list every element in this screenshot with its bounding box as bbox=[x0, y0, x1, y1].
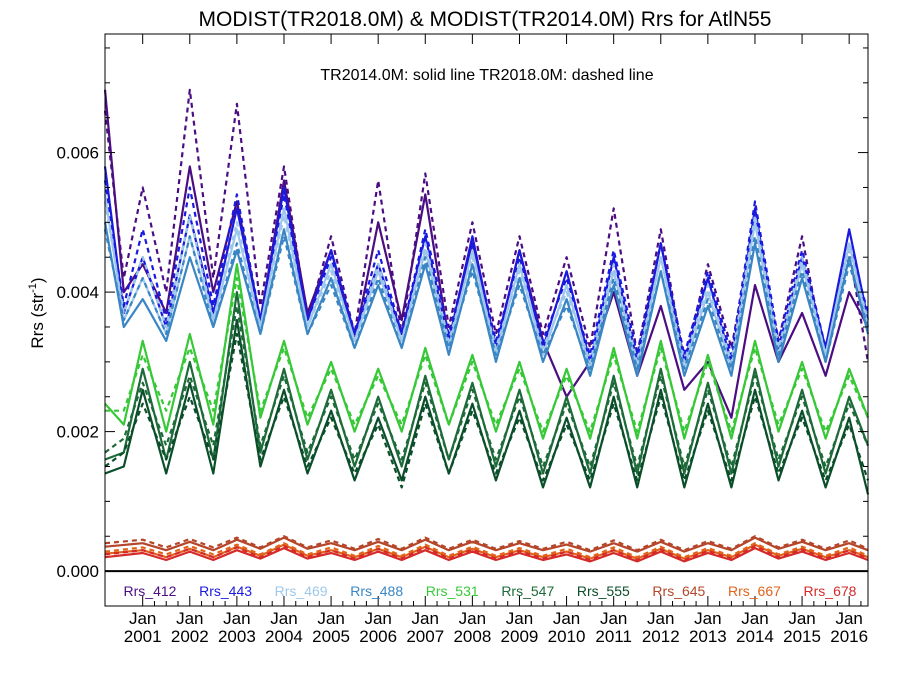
x-tick-month-label: Jan bbox=[317, 609, 344, 628]
x-tick-year-label: 2003 bbox=[218, 627, 256, 646]
x-tick-year-label: 2006 bbox=[359, 627, 397, 646]
series-rrs-443-dashed bbox=[103, 180, 870, 356]
x-tick-year-label: 2005 bbox=[312, 627, 350, 646]
legend-item-rrs-678: Rrs_678 bbox=[804, 583, 857, 599]
series-rrs-678-solid bbox=[104, 546, 869, 563]
x-tick-year-label: 2012 bbox=[642, 627, 680, 646]
legend-item-rrs-645: Rrs_645 bbox=[652, 583, 705, 599]
x-tick-month-label: Jan bbox=[788, 609, 815, 628]
y-ticks: 0.000 0.002 0.004 0.006 bbox=[56, 47, 868, 581]
x-tick-year-label: 2007 bbox=[406, 627, 444, 646]
legend-item-rrs-667: Rrs_667 bbox=[728, 583, 781, 599]
y-tick-label: 0.006 bbox=[56, 144, 99, 163]
x-tick-year-label: 2011 bbox=[595, 627, 632, 646]
series-rrs-678-dashed bbox=[104, 544, 869, 562]
y-tick-label: 0.002 bbox=[56, 423, 99, 442]
x-tick-year-label: 2008 bbox=[453, 627, 491, 646]
legend: Rrs_412 Rrs_443 Rrs_469 Rrs_488 Rrs_531 Rrs_5… bbox=[124, 583, 857, 599]
x-tick-month-label: Jan bbox=[741, 609, 768, 628]
series-rrs-547-dashed bbox=[104, 304, 870, 468]
series-rrs-412-dashed bbox=[103, 88, 870, 363]
legend-item-rrs-555: Rrs_555 bbox=[577, 583, 630, 599]
x-tick-year-label: 2002 bbox=[171, 627, 209, 646]
series-layer bbox=[103, 88, 870, 563]
chart-title: MODIST(TR2018.0M) & MODIST(TR2014.0M) Rr… bbox=[199, 8, 772, 31]
x-tick-year-label: 2001 bbox=[124, 627, 162, 646]
series-rrs-645-dashed bbox=[104, 535, 869, 552]
legend-item-rrs-412: Rrs_412 bbox=[124, 583, 177, 599]
x-tick-month-label: Jan bbox=[176, 609, 203, 628]
x-tick-month-label: Jan bbox=[223, 609, 250, 628]
plot-frame bbox=[104, 33, 869, 607]
y-axis-label: Rrs (str-1) bbox=[27, 277, 47, 348]
y-tick-label: 0.004 bbox=[56, 283, 99, 302]
x-tick-year-label: 2009 bbox=[501, 627, 539, 646]
series-rrs-667-dashed bbox=[104, 542, 869, 559]
x-ticks: Jan2001Jan2002Jan2003Jan2004Jan2005Jan20… bbox=[124, 34, 868, 646]
x-tick-month-label: Jan bbox=[270, 609, 297, 628]
x-tick-month-label: Jan bbox=[412, 609, 439, 628]
legend-item-rrs-488: Rrs_488 bbox=[350, 583, 403, 599]
x-tick-month-label: Jan bbox=[459, 609, 486, 628]
x-tick-month-label: Jan bbox=[600, 609, 627, 628]
legend-item-rrs-531: Rrs_531 bbox=[426, 583, 479, 599]
chart-subtitle: TR2014.0M: solid line TR2018.0M: dashed … bbox=[320, 67, 653, 84]
series-rrs-469-dashed bbox=[103, 201, 870, 363]
x-tick-month-label: Jan bbox=[129, 609, 156, 628]
series-rrs-555-dashed bbox=[104, 332, 870, 489]
x-tick-month-label: Jan bbox=[553, 609, 580, 628]
x-tick-year-label: 2010 bbox=[548, 627, 586, 646]
x-tick-year-label: 2004 bbox=[265, 627, 303, 646]
series-rrs-531-dashed bbox=[105, 277, 870, 433]
x-tick-year-label: 2013 bbox=[689, 627, 727, 646]
x-tick-year-label: 2015 bbox=[783, 627, 821, 646]
legend-item-rrs-547: Rrs_547 bbox=[501, 583, 554, 599]
y-tick-label: 0.000 bbox=[56, 562, 99, 581]
x-tick-year-label: 2016 bbox=[830, 627, 868, 646]
x-tick-year-label: 2014 bbox=[736, 627, 774, 646]
series-rrs-645-solid bbox=[104, 536, 869, 553]
legend-item-rrs-443: Rrs_443 bbox=[199, 583, 252, 599]
x-tick-month-label: Jan bbox=[506, 609, 533, 628]
x-tick-month-label: Jan bbox=[694, 609, 721, 628]
x-tick-month-label: Jan bbox=[364, 609, 391, 628]
x-tick-month-label: Jan bbox=[835, 609, 862, 628]
x-tick-month-label: Jan bbox=[647, 609, 674, 628]
series-rrs-488-dashed bbox=[103, 229, 870, 370]
legend-item-rrs-469: Rrs_469 bbox=[275, 583, 328, 599]
